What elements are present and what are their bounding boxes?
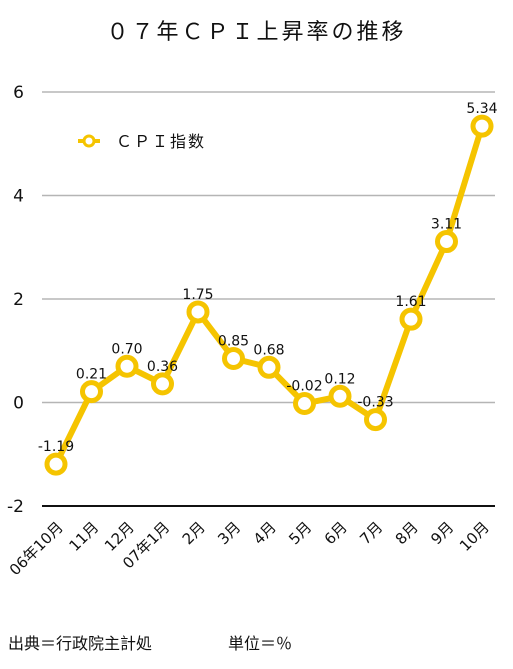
- data-point: [364, 408, 387, 432]
- unit-note: 単位＝％: [228, 634, 293, 653]
- legend-label: ＣＰＩ指数: [116, 132, 206, 151]
- y-tick-label: 2: [13, 290, 24, 310]
- legend: ＣＰＩ指数: [78, 132, 206, 151]
- data-point: [293, 392, 316, 416]
- x-tick-label: 10月: [456, 518, 493, 555]
- x-tick-label: 4月: [250, 518, 280, 548]
- x-tick-label: 9月: [427, 518, 457, 548]
- data-point: [257, 355, 281, 379]
- y-tick-label: -2: [7, 497, 24, 517]
- data-point: [435, 230, 458, 254]
- data-label: 3.11: [431, 217, 462, 233]
- chart-title: ０７年ＣＰＩ上昇率の推移: [106, 20, 407, 45]
- data-label: 0.21: [76, 367, 107, 383]
- grid-lines: [42, 91, 495, 507]
- data-point: [470, 114, 494, 138]
- data-label: -1.19: [38, 439, 74, 455]
- data-point: [328, 384, 352, 408]
- data-label: 0.36: [147, 359, 178, 375]
- y-tick-label: 6: [13, 83, 24, 103]
- data-point: [80, 380, 103, 404]
- data-point: [399, 307, 423, 331]
- data-label: 0.12: [324, 371, 355, 387]
- x-tick-label: 06年10月: [6, 518, 67, 579]
- x-tick-label: 8月: [392, 518, 422, 548]
- data-point: [222, 347, 245, 371]
- source-note: 出典＝行政院主計処: [8, 634, 153, 653]
- data-label: 0.70: [111, 341, 142, 357]
- x-tick-label: 5月: [285, 518, 315, 548]
- x-tick-label: 6月: [321, 518, 351, 548]
- data-label: 1.61: [395, 294, 426, 310]
- x-tick-label: 2月: [179, 518, 209, 548]
- data-labels: -1.19 0.210.70 0.36 1.75 0.850.68 -0.02 0.12-0…: [38, 101, 498, 455]
- data-label: 0.85: [218, 334, 249, 350]
- data-point: [44, 452, 68, 476]
- x-tick-label: 3月: [214, 518, 244, 548]
- data-label: -0.33: [357, 395, 393, 411]
- data-label: 0.68: [253, 342, 284, 358]
- y-tick-label: 0: [13, 394, 24, 414]
- x-tick-label: 7月: [356, 518, 386, 548]
- y-axis-ticks: -2 0 2 4 6: [7, 83, 24, 517]
- legend-swatch-marker: [82, 134, 96, 148]
- data-point: [115, 354, 139, 378]
- data-label: 1.75: [182, 287, 213, 303]
- data-label: -0.02: [286, 379, 322, 395]
- series-cpi: [44, 114, 494, 476]
- data-label: 5.34: [466, 101, 497, 117]
- data-point: [186, 300, 210, 324]
- data-point: [151, 372, 174, 396]
- x-tick-label: 11月: [65, 518, 102, 555]
- y-tick-label: 4: [13, 187, 24, 207]
